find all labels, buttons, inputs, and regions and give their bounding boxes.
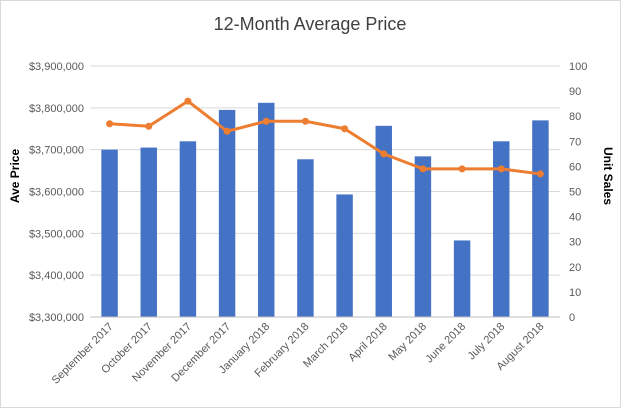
bar [101,149,118,317]
bar [453,240,471,317]
y-tick-label-left: $3,600,000 [29,187,84,199]
y-tick-label-right: 20 [569,262,581,274]
y-axis-title-left: Ave Price [8,149,22,204]
bar [375,125,392,318]
unit-sales-point [497,165,505,173]
y-tick-label-right: 60 [569,161,581,173]
bar [179,141,197,317]
y-tick-label-right: 10 [569,287,581,299]
y-tick-label-left: $3,900,000 [29,61,84,73]
bar [297,159,314,317]
bar [414,156,432,317]
y-tick-label-left: $3,700,000 [29,145,84,157]
bar [336,194,353,317]
line-layer [106,97,544,178]
unit-sales-point [145,122,153,130]
y-tick-label-left: $3,800,000 [29,103,84,115]
grid-layer [90,65,560,318]
unit-sales-point [419,165,427,173]
y-axis-title-right: Unit Sales [601,147,615,205]
unit-sales-point [536,170,544,178]
x-tick-label: July 2018 [466,321,508,363]
y-tick-label-right: 90 [569,86,581,98]
unit-sales-point [262,117,270,125]
bar [493,141,510,317]
y-tick-label-right: 0 [569,312,575,324]
unit-sales-point [458,165,466,173]
bar-layer [101,102,549,318]
unit-sales-line [109,99,541,176]
y-tick-label-right: 30 [569,237,581,249]
bar [258,102,275,318]
unit-sales-point [380,150,388,158]
y-tick-label-left: $3,500,000 [29,228,84,240]
chart-title: 12-Month Average Price [214,14,407,34]
x-tick-label: June 2018 [423,321,468,366]
x-tick-label: September 2017 [50,321,116,387]
bar [532,120,549,317]
bar [140,147,157,317]
unit-sales-point [341,125,349,133]
unit-sales-point [106,120,114,128]
y-tick-label-right: 40 [569,212,581,224]
y-tick-label-right: 70 [569,136,581,148]
bar [218,109,236,317]
unit-sales-point [223,127,231,135]
y-tick-label-left: $3,300,000 [29,312,84,324]
unit-sales-point [184,97,192,105]
x-tick-label: April 2018 [346,321,390,365]
y-tick-label-right: 100 [569,61,587,73]
y-tick-label-right: 80 [569,111,581,123]
y-tick-label-right: 50 [569,187,581,199]
y-tick-label-left: $3,400,000 [29,270,84,282]
unit-sales-point [301,117,309,125]
